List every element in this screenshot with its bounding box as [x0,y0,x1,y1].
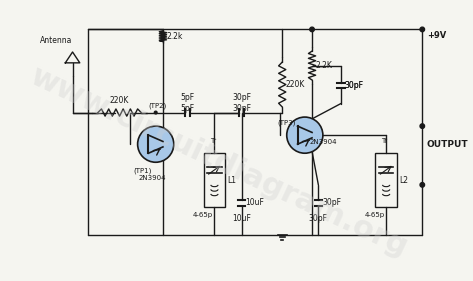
Text: L1: L1 [227,176,236,185]
Text: Tr: Tr [381,138,387,144]
Text: (TP2): (TP2) [149,103,166,109]
Text: 5pF: 5pF [180,103,194,112]
Text: 220K: 220K [286,80,305,89]
Text: 30pF: 30pF [309,214,328,223]
Text: 2.2K: 2.2K [315,61,333,70]
Text: 4-65p: 4-65p [364,212,385,218]
Text: 30pF: 30pF [344,81,364,90]
Text: 4-65p: 4-65p [193,212,213,218]
Text: 5pF: 5pF [180,93,194,102]
Text: +9V: +9V [427,31,446,40]
Text: 2N3904: 2N3904 [138,175,166,181]
Text: www.circuitdiagram.org: www.circuitdiagram.org [26,62,412,263]
Text: 30pF: 30pF [232,93,251,102]
Text: (TP1): (TP1) [134,168,152,174]
Text: 10uF: 10uF [245,198,264,207]
Circle shape [154,111,157,114]
Text: Tr: Tr [210,138,216,144]
Text: L2: L2 [399,176,408,185]
Text: (TP3): (TP3) [277,120,296,126]
Circle shape [420,27,425,32]
Text: 2N3904: 2N3904 [309,139,337,145]
Text: 30pF: 30pF [232,103,251,112]
Text: OUTPUT: OUTPUT [427,140,468,149]
Text: 30pF: 30pF [344,81,364,90]
Bar [375,153,397,207]
Text: Antenna: Antenna [40,36,72,45]
Circle shape [287,117,323,153]
Text: 220K: 220K [110,96,129,105]
Text: 2.2k: 2.2k [166,32,183,41]
Bar [203,153,225,207]
Circle shape [138,126,174,162]
Circle shape [420,183,425,187]
Text: 30pF: 30pF [322,198,341,207]
Text: 10uF: 10uF [232,214,251,223]
Circle shape [420,124,425,128]
Circle shape [310,27,314,32]
